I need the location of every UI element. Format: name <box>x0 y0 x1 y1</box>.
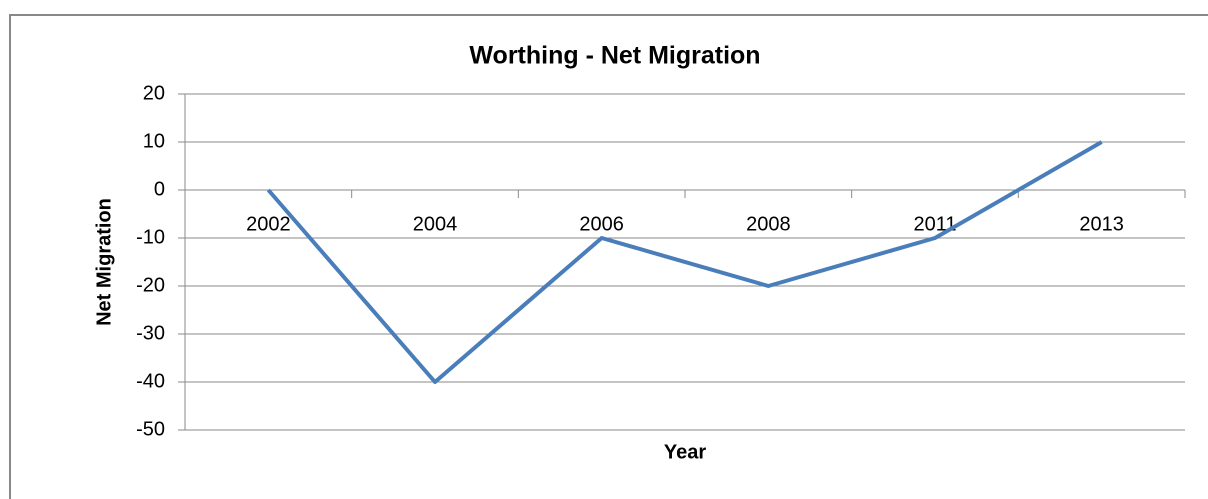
x-tick-label: 2006 <box>579 213 624 235</box>
chart-title: Worthing - Net Migration <box>469 42 760 70</box>
y-tick-label: -30 <box>136 322 165 344</box>
x-tick-label: 2011 <box>913 213 956 235</box>
chart-border <box>9 14 1208 499</box>
x-tick-label: 2013 <box>1079 213 1124 235</box>
y-tick-label: -40 <box>136 370 165 392</box>
y-tick-label: 10 <box>143 130 165 152</box>
y-tick-label: 0 <box>154 178 165 200</box>
x-tick-label: 2004 <box>413 213 458 235</box>
y-axis-label: Net Migration <box>93 198 115 326</box>
x-tick-label: 2008 <box>746 213 791 235</box>
y-tick-label: -20 <box>136 274 165 296</box>
y-tick-label: -50 <box>136 418 165 440</box>
x-tick-label: 2002 <box>246 213 291 235</box>
x-axis-label: Year <box>664 441 706 463</box>
y-tick-label: -10 <box>136 226 165 248</box>
data-line <box>266 140 1103 384</box>
y-tick-label: 20 <box>143 82 165 104</box>
